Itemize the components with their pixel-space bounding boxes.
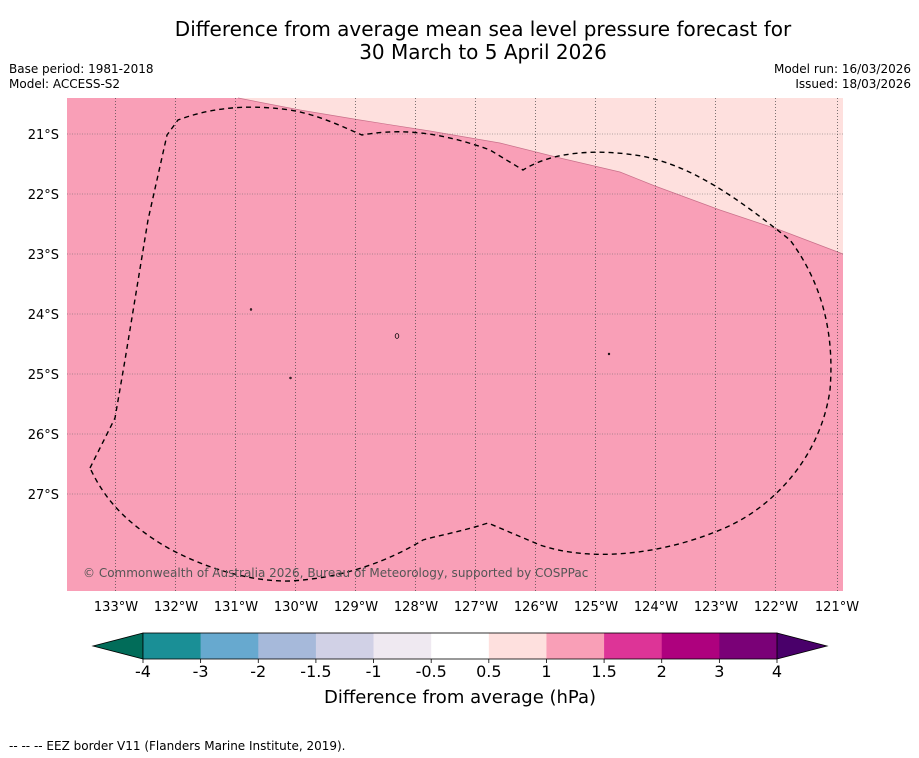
colorbar-title: Difference from average (hPa) [324, 687, 596, 708]
lon-label: 127°W [454, 600, 498, 615]
title-line-1: Difference from average mean sea level p… [174, 17, 792, 41]
colorbar-tick-label: -2 [250, 662, 266, 681]
base-period: Base period: 1981-2018 [9, 62, 154, 76]
map-title: Difference from average mean sea level p… [0, 18, 919, 64]
contour-line [237, 97, 844, 255]
lon-label: 129°W [334, 600, 378, 615]
eez-border [89, 106, 832, 582]
lon-label: 130°W [274, 600, 318, 615]
island-4 [607, 352, 611, 356]
colorbar-segment [431, 633, 490, 659]
lat-label: 27°S [28, 488, 59, 503]
colorbar-segment [258, 633, 317, 659]
title-line-2: 30 March to 5 April 2026 [359, 40, 607, 64]
colorbar-tick-label: -4 [135, 662, 151, 681]
lat-label: 24°S [28, 308, 59, 323]
colorbar-ticks: -4 -3 -2 -1.5 -1 -0.5 0.5 1 1.5 2 3 4 [135, 659, 782, 681]
copyright-text: © Commonwealth of Australia 2026, Bureau… [83, 566, 588, 580]
colorbar-segment [719, 633, 778, 659]
lat-label: 21°S [28, 128, 59, 143]
island-3 [289, 376, 292, 380]
colorbar-segments [143, 633, 778, 659]
lat-label: 26°S [28, 428, 59, 443]
colorbar-tick-label: 0.5 [476, 662, 501, 681]
colorbar-segment [315, 633, 374, 659]
colorbar-tick-label: -1.5 [300, 662, 331, 681]
colorbar-tick-label: 1 [541, 662, 551, 681]
colorbar-tick-label: -3 [193, 662, 209, 681]
lon-label: 125°W [574, 600, 618, 615]
colorbar: -4 -3 -2 -1.5 -1 -0.5 0.5 1 1.5 2 3 4 Difference fr… [91, 632, 829, 708]
lon-label: 123°W [694, 600, 738, 615]
issued-date: Issued: 18/03/2026 [795, 77, 911, 91]
anomaly-fill-light [238, 98, 843, 254]
meta-left: Base period: 1981-2018 Model: ACCESS-S2 [9, 62, 154, 92]
lon-label: 121°W [815, 600, 859, 615]
colorbar-tick-label: -1 [366, 662, 382, 681]
colorbar-tick-label: -0.5 [416, 662, 447, 681]
island-2 [394, 333, 400, 339]
lon-label: 132°W [154, 600, 198, 615]
lon-gridlines [115, 98, 838, 591]
colorbar-segment [488, 633, 547, 659]
colorbar-segment [200, 633, 259, 659]
map-panel: © Commonwealth of Australia 2026, Bureau… [67, 97, 844, 591]
model-run: Model run: 16/03/2026 [773, 62, 911, 76]
eez-legend-footer: -- -- -- EEZ border V11 (Flanders Marine… [9, 739, 346, 753]
colorbar-tick-label: 4 [772, 662, 782, 681]
colorbar-tick-label: 3 [714, 662, 724, 681]
colorbar-segment [604, 633, 663, 659]
colorbar-tick-label: 2 [657, 662, 667, 681]
lat-gridlines [67, 133, 843, 495]
colorbar-segment [143, 633, 201, 659]
colorbar-frame [142, 632, 778, 660]
lat-labels: 21°S 22°S 23°S 24°S 25°S 26°S 27°S [28, 128, 59, 503]
meta-right: Model run: 16/03/2026 Issued: 18/03/2026 [774, 62, 911, 92]
lon-label: 128°W [394, 600, 438, 615]
lat-label: 25°S [28, 368, 59, 383]
islands [249, 308, 611, 380]
colorbar-under-arrow [91, 632, 144, 660]
lat-label: 22°S [28, 188, 59, 203]
colorbar-over-arrow [776, 632, 829, 660]
lon-label: 126°W [514, 600, 558, 615]
colorbar-tick-label: 1.5 [591, 662, 616, 681]
model-name: Model: ACCESS-S2 [9, 77, 121, 91]
lat-label: 23°S [28, 248, 59, 263]
colorbar-segment [373, 633, 432, 659]
colorbar-segment [546, 633, 605, 659]
colorbar-segment [661, 633, 720, 659]
lon-label: 133°W [94, 600, 138, 615]
lon-label: 131°W [214, 600, 258, 615]
lon-label: 124°W [634, 600, 678, 615]
lon-label: 122°W [754, 600, 798, 615]
lon-labels: 133°W 132°W 131°W 130°W 129°W 128°W 127°… [94, 600, 859, 615]
island-1 [249, 308, 253, 311]
